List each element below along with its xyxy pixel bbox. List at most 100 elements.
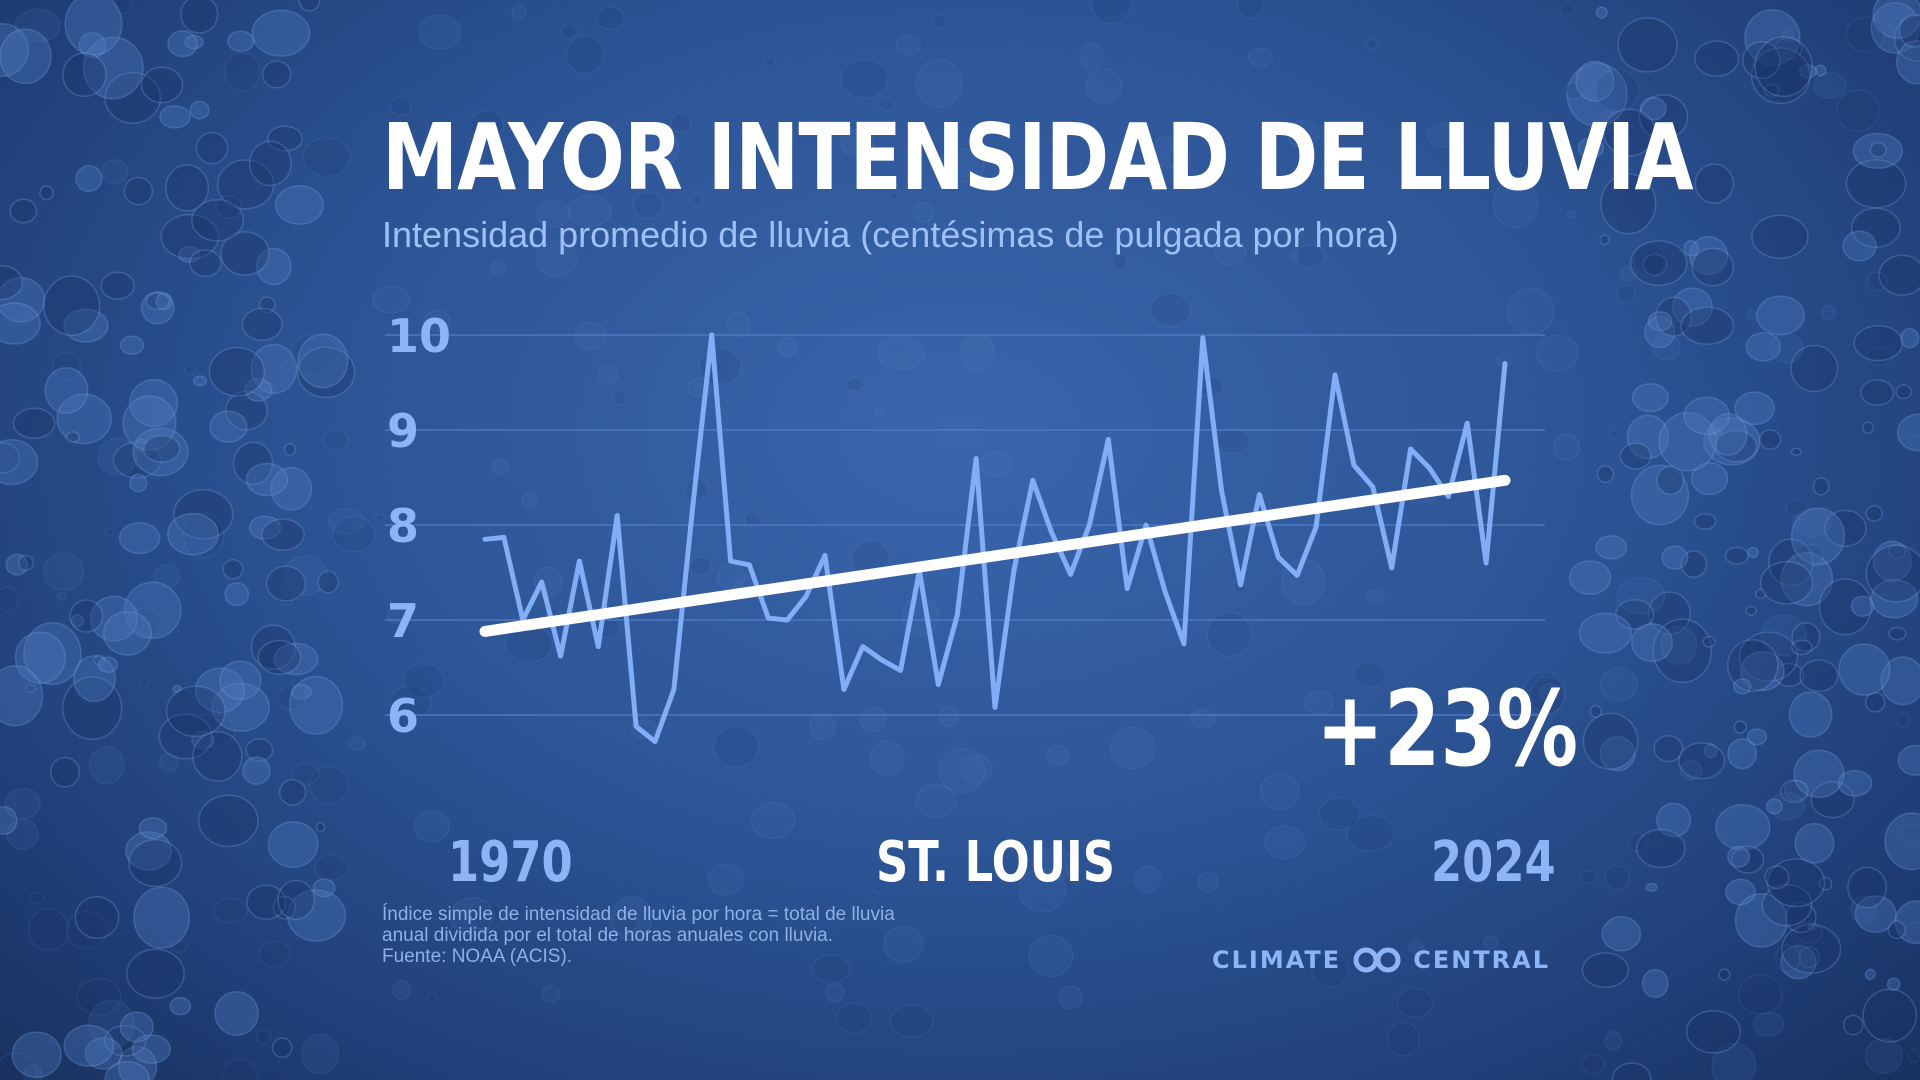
water-droplet [173, 488, 234, 540]
water-droplet [609, 911, 639, 934]
water-droplet [192, 731, 243, 782]
water-droplet [74, 895, 120, 940]
water-droplet [119, 335, 145, 356]
water-droplet [1725, 878, 1756, 906]
water-droplet [1680, 550, 1708, 579]
water-droplet [1601, 916, 1642, 952]
water-droplet [1640, 96, 1667, 121]
water-droplet [1780, 779, 1809, 804]
water-droplet [286, 889, 347, 942]
water-droplet [867, 891, 879, 900]
brand-name-left: CLIMATE [1212, 946, 1342, 974]
water-droplet [1781, 924, 1842, 974]
water-droplet [959, 754, 994, 784]
water-droplet [874, 409, 885, 419]
water-droplet [288, 675, 344, 735]
water-droplet [707, 863, 744, 896]
water-droplet [1818, 578, 1872, 636]
water-droplet [1850, 595, 1875, 617]
water-droplet [1683, 240, 1700, 257]
water-droplet [1727, 738, 1758, 770]
water-droplet [218, 660, 262, 701]
water-droplet [574, 321, 607, 350]
water-droplet [1387, 1021, 1420, 1057]
water-droplet [1798, 946, 1820, 969]
water-droplet [232, 441, 274, 486]
water-droplet [1090, 0, 1132, 25]
water-droplet [1213, 238, 1247, 266]
water-droplet [317, 570, 339, 594]
water-droplet [97, 437, 138, 477]
water-droplet [1596, 464, 1615, 484]
water-droplet [1836, 89, 1880, 133]
water-droplet [224, 582, 250, 607]
water-droplet [535, 239, 578, 278]
water-droplet [1895, 384, 1913, 400]
water-droplet [280, 361, 292, 371]
water-droplet [212, 897, 248, 924]
water-droplet [1096, 848, 1116, 867]
water-droplet [1759, 429, 1782, 450]
water-droplet [1860, 379, 1895, 407]
water-droplet [374, 513, 385, 523]
water-droplet [133, 886, 191, 949]
water-droplet [52, 351, 82, 381]
water-droplet [291, 333, 339, 375]
water-droplet [1869, 142, 1887, 158]
water-droplet [1727, 845, 1751, 868]
water-droplet [169, 996, 192, 1016]
water-droplet [132, 427, 189, 477]
water-droplet [1767, 538, 1814, 587]
water-droplet [490, 260, 506, 276]
water-droplet [101, 158, 129, 185]
water-droplet [1630, 623, 1674, 663]
water-droplet [241, 307, 283, 342]
water-droplet [1611, 1062, 1652, 1080]
water-droplet [1893, 15, 1920, 62]
water-droplet [1888, 626, 1907, 641]
water-droplet [158, 713, 213, 760]
water-droplet [1750, 47, 1811, 105]
water-droplet [278, 778, 307, 806]
water-droplet [56, 393, 113, 445]
water-droplet [63, 1024, 115, 1067]
water-droplet [0, 664, 44, 727]
water-droplet [160, 213, 220, 260]
water-droplet [1506, 287, 1555, 335]
water-droplet [1818, 876, 1833, 891]
water-droplet [1791, 622, 1821, 653]
water-droplet [1678, 742, 1726, 780]
water-droplet [1878, 254, 1920, 296]
water-droplet [0, 805, 18, 836]
water-droplet [129, 379, 179, 427]
water-droplet [126, 948, 185, 999]
water-droplet [138, 677, 151, 686]
water-droplet [1595, 6, 1608, 19]
water-droplet [1680, 306, 1735, 346]
water-droplet [1731, 845, 1765, 874]
water-droplet [889, 1004, 934, 1038]
water-droplet [1581, 952, 1630, 989]
water-droplet [1636, 828, 1686, 869]
water-droplet [1734, 892, 1788, 948]
water-droplet [888, 192, 900, 201]
water-droplet [1619, 265, 1637, 283]
water-droplet [1864, 691, 1886, 713]
water-droplet [1197, 871, 1220, 893]
water-droplet [214, 991, 259, 1036]
water-droplet [189, 100, 210, 120]
footnote: Índice simple de intensidad de lluvia po… [382, 904, 1022, 967]
water-droplet [1895, 713, 1911, 728]
water-droplet [56, 592, 67, 601]
water-droplet [1734, 391, 1775, 426]
water-droplet [811, 954, 851, 984]
water-droplet [1865, 544, 1920, 603]
water-droplet [195, 131, 229, 165]
water-droplet [265, 565, 307, 602]
x-axis-end-label: 2024 [1431, 830, 1556, 895]
water-droplet [1566, 62, 1628, 127]
water-droplet [1057, 985, 1084, 1010]
water-droplet [256, 382, 277, 399]
water-droplet [1658, 411, 1718, 472]
